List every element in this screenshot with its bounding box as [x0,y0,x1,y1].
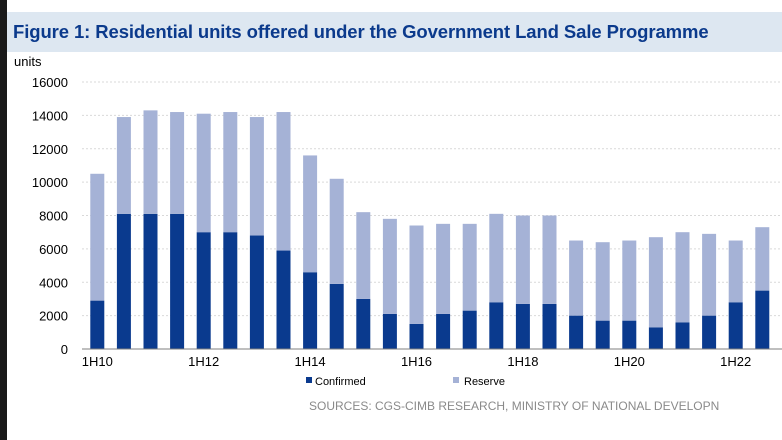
bar-confirmed-1H20 [622,320,637,349]
x-tick-label: 1H16 [401,354,432,369]
bar-confirmed-2H14 [329,283,344,349]
bar-reserve-2H17 [489,213,504,303]
bar-reserve-1H15 [356,212,371,299]
bar-reserve-2H22 [755,227,770,291]
bar-reserve-1H19 [569,240,584,316]
bar-confirmed-1H21 [675,322,690,349]
y-tick-label: 14000 [32,108,68,123]
source-note: SOURCES: CGS-CIMB RESEARCH, MINISTRY OF … [309,399,720,413]
bar-confirmed-1H12 [196,232,211,349]
y-tick-label: 10000 [32,175,68,190]
bar-reserve-1H17 [462,223,477,311]
x-tick-label: 1H14 [295,354,326,369]
bar-reserve-2H12 [223,112,238,233]
legend: Confirmed Reserve [306,376,505,388]
bar-reserve-1H16 [409,225,424,324]
bar-confirmed-2H15 [382,313,397,349]
bar-reserve-2H13 [276,112,291,251]
bar-reserve-1H20 [622,240,637,321]
bar-confirmed-2H20 [648,327,663,349]
y-tick-label: 2000 [39,309,68,324]
bar-confirmed-2H19 [595,320,610,349]
bar-confirmed-2H18 [542,303,557,349]
bars [90,110,770,349]
bar-confirmed-2H13 [276,250,291,349]
y-tick-label: 4000 [39,275,68,290]
bar-reserve-2H20 [648,237,663,328]
frame-left-border [0,0,7,440]
bar-reserve-1H10 [90,173,105,301]
x-tick-label: 1H10 [82,354,113,369]
bar-confirmed-2H21 [702,315,717,349]
y-tick-label: 8000 [39,209,68,224]
x-tick-label: 1H22 [720,354,751,369]
bar-reserve-1H13 [249,117,264,236]
bar-confirmed-2H11 [170,213,185,349]
bar-reserve-1H21 [675,232,690,323]
bar-confirmed-2H16 [436,313,451,349]
bar-confirmed-2H12 [223,232,238,349]
bar-confirmed-1H15 [356,298,371,349]
legend-label-confirmed: Confirmed [315,376,366,388]
bar-reserve-2H14 [329,178,344,284]
bar-reserve-2H18 [542,215,557,304]
legend-label-reserve: Reserve [464,376,505,388]
bar-confirmed-1H18 [515,303,530,349]
title-banner: Figure 1: Residential units offered unde… [7,12,782,52]
legend-swatch-confirmed [306,377,312,383]
bar-confirmed-1H16 [409,323,424,349]
y-axis-label: units [14,54,42,69]
bar-confirmed-2H22 [755,290,770,349]
chart-title: Figure 1: Residential units offered unde… [13,21,709,42]
bar-reserve-1H22 [728,240,743,303]
bar-confirmed-2H10 [116,213,131,349]
y-tick-label: 6000 [39,242,68,257]
x-tick-labels: 1H10 1H12 1H14 1H16 1H18 1H20 1H22 [82,354,751,369]
bar-reserve-2H19 [595,242,610,321]
y-tick-label: 0 [61,342,68,357]
bar-reserve-1H18 [515,215,530,304]
bar-confirmed-1H11 [143,213,158,349]
bar-reserve-2H16 [436,223,451,314]
bar-confirmed-1H10 [90,300,105,349]
bar-reserve-1H12 [196,113,211,233]
y-tick-label: 16000 [32,75,68,90]
bar-confirmed-1H17 [462,310,477,349]
bar-confirmed-1H13 [249,235,264,349]
x-tick-label: 1H18 [507,354,538,369]
bar-reserve-2H15 [382,218,397,314]
x-tick-label: 1H12 [188,354,219,369]
bar-reserve-2H21 [702,233,717,316]
y-tick-labels: 0 2000 4000 6000 8000 10000 12000 14000 16000 [32,75,68,357]
bar-reserve-2H10 [116,117,131,214]
bar-confirmed-1H22 [728,302,743,349]
x-tick-label: 1H20 [614,354,645,369]
bar-reserve-1H14 [303,155,318,273]
legend-swatch-reserve [453,377,459,383]
bar-reserve-2H11 [170,112,185,214]
bar-confirmed-2H17 [489,302,504,349]
bar-reserve-1H11 [143,110,158,214]
y-tick-label: 12000 [32,142,68,157]
bar-confirmed-1H19 [569,315,584,349]
bar-confirmed-1H14 [303,272,318,349]
